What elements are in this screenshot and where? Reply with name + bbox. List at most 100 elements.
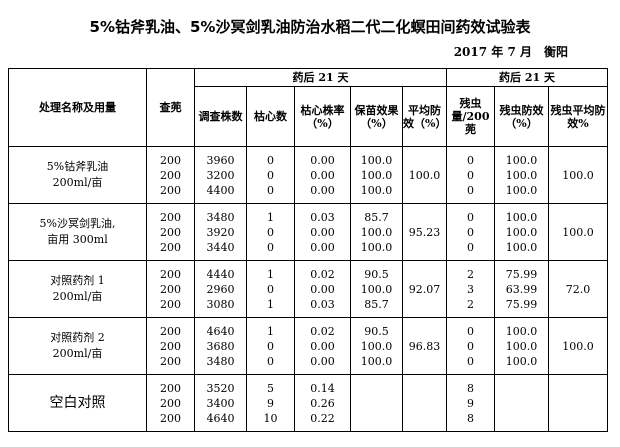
cell-value: 0	[467, 153, 475, 167]
cell-value: 0.00	[310, 168, 335, 182]
cell-value: 3440	[206, 240, 235, 254]
cell-value: 100.0	[360, 153, 393, 167]
cell-value: 5	[267, 381, 274, 395]
survey-values: 4440 2960 3080	[194, 260, 247, 318]
cell-value: 0.00	[310, 339, 335, 353]
cell-value: 100.0	[360, 282, 393, 296]
cell-value: 1	[267, 210, 274, 224]
cell-value	[351, 396, 402, 411]
efficacy-values	[350, 374, 403, 432]
cell-value: 200	[160, 240, 181, 254]
document-title: 5%钴斧乳油、5%沙冥剑乳油防治水稻二代二化螟田间药效试验表	[89, 18, 531, 36]
cell-value: 100.0	[360, 183, 393, 197]
cell-value: 0.02	[310, 324, 335, 338]
table-row: 对照药剂 1 200ml/亩 200 200 200 4440 2960 3080 1 0 1 0.0…	[8, 260, 609, 318]
cell-value: 9	[267, 396, 274, 410]
cell-value: 4400	[206, 183, 235, 197]
header-check-plants: 查蔸	[146, 68, 195, 147]
table-row: 空白对照 200 200 200 3520 3400 4640 5 9 10 0.14 0.26 0.2…	[8, 374, 609, 432]
cell-value: 0.00	[310, 240, 335, 254]
insect-efficacy-values: 100.0 100.0 100.0	[494, 146, 550, 204]
cell-value: 0	[467, 225, 475, 239]
cell-value: 0.26	[310, 396, 335, 410]
cell-value: 200	[160, 297, 181, 311]
header-residual-insects: 残虫量/200 蔸	[446, 86, 496, 147]
cell-value: 90.5	[364, 324, 389, 338]
treatment-name-line1: 空白对照	[49, 395, 106, 411]
cell-value: 2960	[206, 282, 235, 296]
cell-value: 3520	[206, 381, 235, 395]
cell-value: 0.00	[310, 183, 335, 197]
cell-value: 100.0	[505, 168, 538, 182]
cell-value: 85.7	[364, 297, 389, 311]
efficacy-values: 90.5 100.0 100.0	[350, 317, 403, 375]
cell-value	[351, 381, 402, 396]
check-values: 200 200 200	[146, 317, 195, 375]
cell-value: 3080	[206, 297, 235, 311]
cell-value: 0.14	[310, 381, 335, 395]
cell-value: 100.0	[360, 339, 393, 353]
header-group-dead-heart: 药后 21 天	[193, 68, 448, 87]
cell-value: 4440	[206, 267, 235, 281]
cell-value: 200	[160, 396, 181, 410]
rate-values: 0.02 0.00 0.00	[294, 317, 351, 375]
cell-value: 200	[160, 183, 181, 197]
check-values: 200 200 200	[146, 203, 195, 261]
cell-value: 10	[263, 411, 278, 425]
cell-value: 200	[160, 339, 181, 353]
cell-value	[495, 381, 548, 396]
cell-value: 8	[467, 381, 475, 395]
document-subtitle: 2017 年 7 月 衡阳	[453, 45, 568, 59]
cell-value: 100.0	[360, 168, 393, 182]
cell-value: 0	[467, 240, 475, 254]
cell-value: 3200	[206, 168, 235, 182]
cell-value: 100.0	[505, 339, 538, 353]
treatment-name-line1: 5%钴斧乳油	[46, 160, 109, 173]
cell-value: 8	[467, 411, 475, 425]
cell-value: 3480	[206, 210, 235, 224]
cell-value: 0.03	[310, 297, 335, 311]
cell-value: 0.00	[310, 225, 335, 239]
cell-value: 0	[267, 339, 274, 353]
cell-value: 200	[160, 210, 181, 224]
header-avg-insect-efficacy: 残虫平均防效%	[548, 86, 609, 147]
rate-values: 0.14 0.26 0.22	[294, 374, 351, 432]
cell-value: 100.0	[360, 240, 393, 254]
cell-value: 0	[467, 168, 475, 182]
cell-value: 0	[467, 183, 475, 197]
cell-value: 0.00	[310, 282, 335, 296]
cell-value: 100.0	[360, 354, 393, 368]
cell-value: 100.0	[360, 225, 393, 239]
cell-value: 0	[267, 153, 274, 167]
treatment-name: 对照药剂 2 200ml/亩	[8, 317, 147, 375]
cell-value: 0	[467, 339, 475, 353]
check-values: 200 200 200	[146, 146, 195, 204]
avg-efficacy-value: 95.23	[401, 203, 448, 261]
insect-efficacy-values: 100.0 100.0 100.0	[494, 317, 550, 375]
cell-value: 90.5	[364, 267, 389, 281]
avg-efficacy-value	[401, 374, 448, 432]
cell-value: 3	[467, 282, 475, 296]
cell-value: 0.02	[310, 267, 335, 281]
cell-value	[351, 411, 402, 426]
cell-value: 100.0	[505, 225, 538, 239]
rate-values: 0.02 0.00 0.03	[294, 260, 351, 318]
cell-value: 0	[467, 324, 475, 338]
cell-value: 2	[467, 267, 475, 281]
cell-value: 3920	[206, 225, 235, 239]
cell-value	[495, 396, 548, 411]
cell-value: 1	[267, 267, 274, 281]
avg-efficacy-value: 100.0	[401, 146, 448, 204]
cell-value: 3960	[206, 153, 235, 167]
avg-insect-efficacy-value	[548, 374, 609, 432]
cell-value: 75.99	[505, 267, 538, 281]
header-dead-hearts: 枯心数	[246, 86, 295, 147]
cell-value: 100.0	[505, 153, 538, 167]
cell-value: 3480	[206, 354, 235, 368]
rate-values: 0.03 0.00 0.00	[294, 203, 351, 261]
